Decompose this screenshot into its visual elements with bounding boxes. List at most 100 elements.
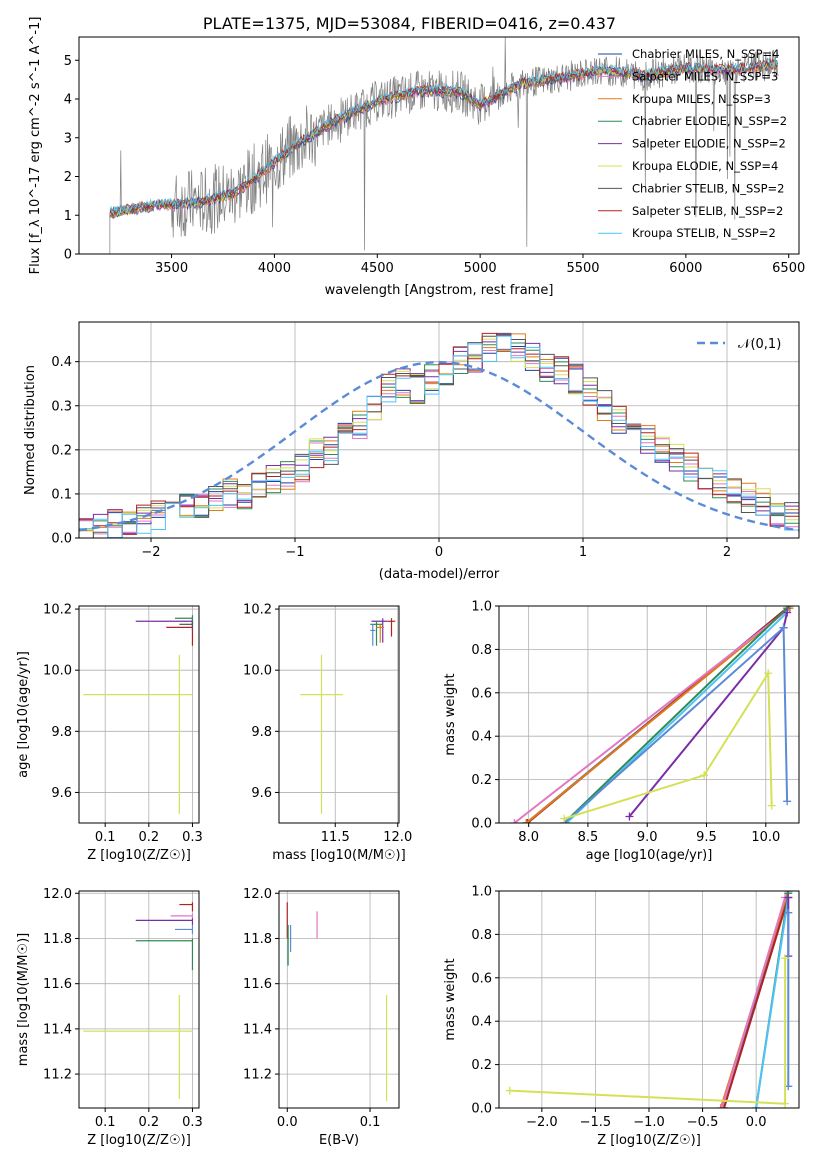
x-tick-label: 0.2	[138, 830, 159, 845]
weight-series-line	[525, 607, 791, 823]
x-tick-label: 0.2	[138, 1115, 159, 1130]
weight-point-marker	[560, 814, 569, 823]
x-tick-label: 4000	[258, 261, 291, 276]
y-tick-label: 11.2	[43, 1068, 72, 1083]
y-tick-label: 0.4	[51, 355, 72, 370]
x-tick-label: 0.3	[182, 830, 203, 845]
y-tick-label: 0.8	[471, 643, 492, 658]
plot-area-residuals	[79, 332, 799, 538]
y-axis-label: Normed distribution	[23, 365, 38, 495]
legend-label: Kroupa STELIB, N_SSP=2	[632, 226, 776, 240]
y-tick-label: 3	[64, 131, 72, 146]
weight-point-marker	[783, 608, 792, 617]
y-tick-label: 10.2	[43, 603, 72, 618]
legend-label: Kroupa MILES, N_SSP=3	[632, 92, 771, 106]
x-tick-label: 0.0	[746, 1115, 767, 1130]
weight-point-marker	[767, 801, 776, 810]
y-tick-label: 0	[64, 248, 72, 263]
x-tick-label: 5000	[464, 261, 497, 276]
legend-label: Salpeter ELODIE, N_SSP=2	[632, 137, 786, 151]
weight-point-marker	[523, 819, 532, 823]
y-tick-label: 0.8	[471, 928, 492, 943]
x-tick-label: −2.0	[526, 1115, 558, 1130]
y-tick-label: 0.6	[471, 971, 492, 986]
y-axis-label: mass [log10(M/M☉)]	[16, 933, 31, 1066]
x-axis-label: Z [log10(Z/Z☉)]	[597, 1133, 701, 1148]
plot-area-mass-vs-Z	[83, 902, 194, 1099]
axes-frame	[78, 890, 200, 1109]
x-tick-label: 10.0	[751, 830, 780, 845]
weight-series-line	[755, 897, 790, 1108]
plot-area-spectrum	[109, 37, 779, 254]
x-axis-label: E(B-V)	[319, 1133, 359, 1148]
y-tick-label: 11.4	[243, 1022, 272, 1037]
y-tick-label: 9.6	[51, 786, 72, 801]
weight-point-marker	[784, 908, 793, 917]
y-tick-label: 9.8	[51, 725, 72, 740]
weight-point-marker	[779, 623, 788, 632]
y-tick-label: 11.2	[243, 1068, 272, 1083]
x-axis-label: mass [log10(M/M☉)]	[272, 848, 405, 863]
legend-label: Kroupa ELODIE, N_SSP=4	[632, 159, 778, 173]
x-axis-label: Z [log10(Z/Z☉)]	[87, 1133, 191, 1148]
y-tick-label: 9.6	[251, 786, 272, 801]
weight-series-line	[563, 625, 789, 823]
y-tick-label: 0.2	[51, 443, 72, 458]
x-axis-label: (data-model)/error	[379, 567, 500, 582]
x-tick-label: 6000	[669, 261, 702, 276]
y-tick-label: 11.6	[243, 977, 272, 992]
y-tick-label: 1	[64, 209, 72, 224]
x-tick-label: −1	[285, 545, 304, 560]
legend-label: Salpeter STELIB, N_SSP=2	[632, 204, 783, 218]
weight-point-marker	[764, 669, 773, 678]
plot-area-mass-vs-EBV	[286, 902, 388, 1102]
y-tick-label: 10.0	[243, 664, 272, 679]
y-tick-label: 0.2	[471, 1058, 492, 1073]
y-tick-label: 1.0	[471, 885, 492, 900]
x-tick-label: 9.0	[637, 830, 658, 845]
x-tick-label: 3500	[155, 261, 188, 276]
y-tick-label: 0.3	[51, 399, 72, 414]
y-tick-label: 11.8	[243, 932, 272, 947]
x-tick-label: 12.0	[383, 830, 412, 845]
x-tick-label: 8.0	[518, 830, 539, 845]
weight-point-marker	[783, 797, 792, 806]
weight-point-marker	[716, 1104, 725, 1108]
weight-series-line	[720, 897, 787, 1108]
x-tick-label: 2	[723, 545, 731, 560]
y-axis-label: mass weight	[443, 958, 458, 1040]
legend-label: Chabrier STELIB, N_SSP=2	[632, 181, 784, 195]
x-tick-label: 0	[435, 545, 443, 560]
x-tick-label: 1	[579, 545, 587, 560]
normal-reference-curve	[79, 360, 799, 532]
y-tick-label: 2	[64, 170, 72, 185]
x-axis-label: Z [log10(Z/Z☉)]	[87, 848, 191, 863]
weight-series-line	[563, 669, 773, 820]
residual-histogram	[79, 335, 799, 538]
axes-frame	[78, 605, 200, 824]
legend-label: Salpeter MILES, N_SSP=3	[632, 69, 778, 83]
axes-frame	[498, 605, 800, 824]
y-tick-label: 10.0	[43, 664, 72, 679]
y-tick-label: 0.0	[471, 1102, 492, 1117]
x-tick-label: 0.1	[95, 830, 116, 845]
plot-area-weight-vs-age	[510, 606, 794, 823]
y-axis-label: age [log10(age/yr)]	[16, 651, 31, 778]
axes-frame	[278, 890, 400, 1109]
x-tick-label: 8.5	[578, 830, 599, 845]
x-tick-label: −1.5	[580, 1115, 612, 1130]
y-axis-label: Flux [f_λ 10^-17 erg cm^-2 s^-1 A^-1]	[28, 17, 43, 275]
y-tick-label: 11.8	[43, 932, 72, 947]
y-tick-label: 10.2	[243, 603, 272, 618]
axes-frame	[78, 36, 800, 255]
weight-point-marker	[781, 954, 790, 963]
weight-point-marker	[781, 1099, 790, 1108]
x-tick-label: 0.1	[360, 1115, 381, 1130]
weight-series-line	[723, 897, 790, 1108]
y-tick-label: 12.0	[43, 887, 72, 902]
weight-series-line	[563, 607, 788, 823]
weight-point-marker	[752, 1104, 761, 1108]
legend-label: Chabrier ELODIE, N_SSP=2	[632, 114, 787, 128]
y-axis-label: mass weight	[443, 673, 458, 755]
